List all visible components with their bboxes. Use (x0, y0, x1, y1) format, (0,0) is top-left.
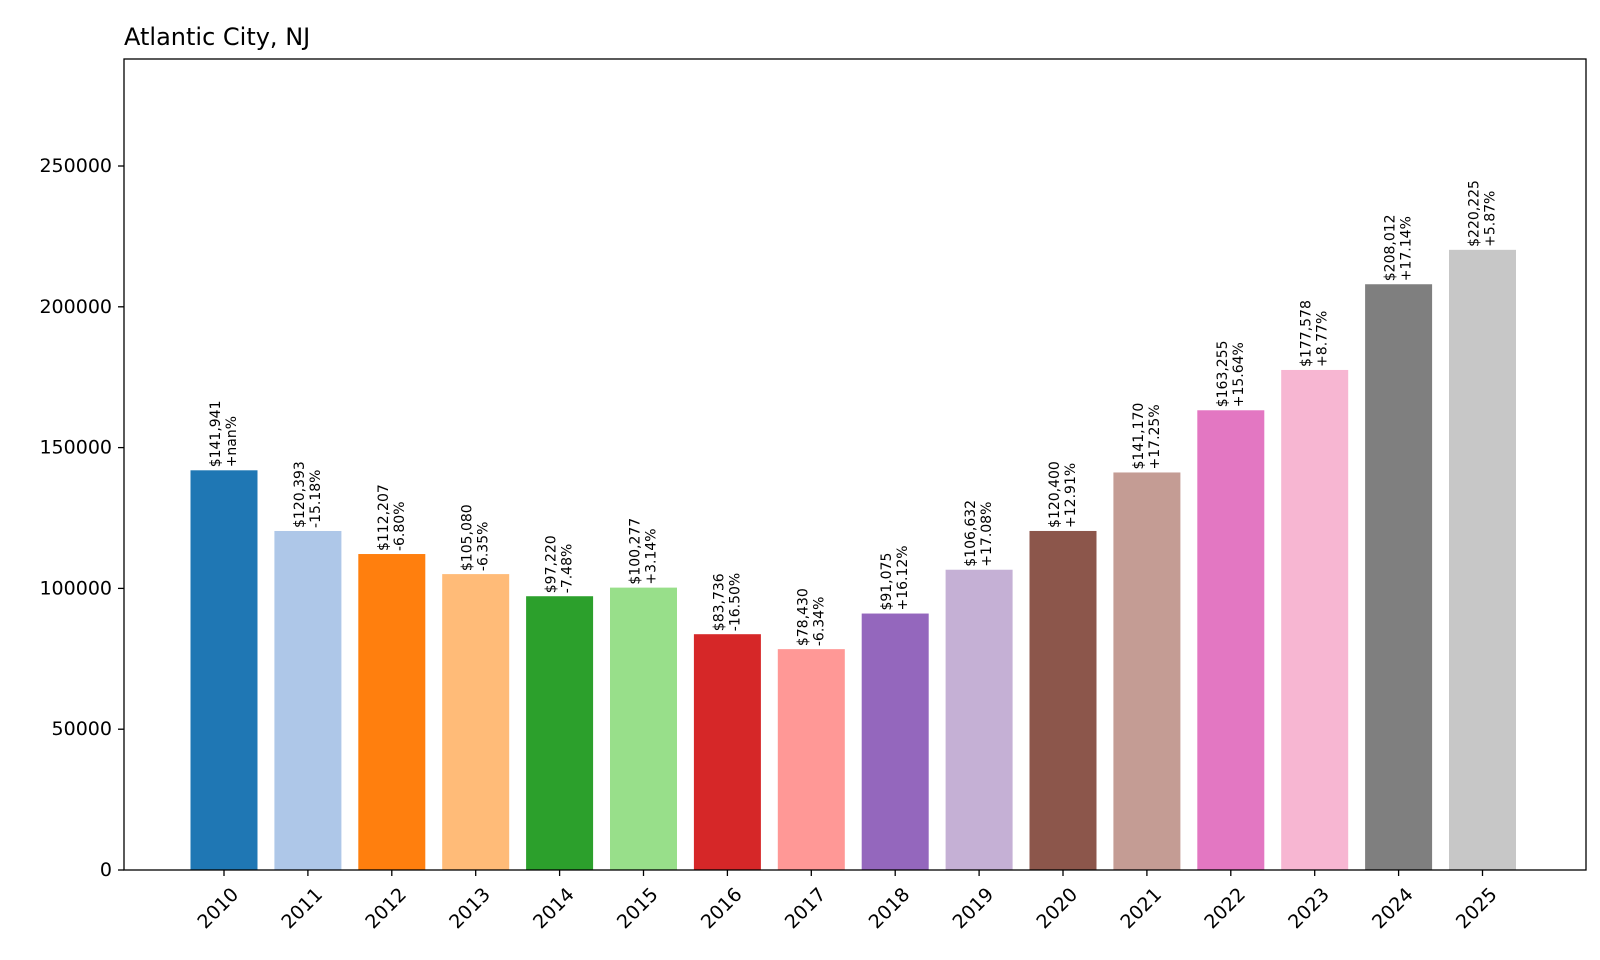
y-tick-label: 250000 (39, 155, 112, 177)
x-tick-label: 2010 (193, 884, 243, 934)
bar-2020 (1029, 530, 1097, 870)
bar-change-label: -15.18% (308, 470, 324, 528)
y-tick-label: 100000 (39, 577, 112, 599)
bar-2024 (1365, 284, 1433, 870)
x-tick-label: 2024 (1368, 884, 1418, 934)
x-axis: 2010 2011 2012 2013 2014 2015 2016 2017 2018 2019… (193, 870, 1502, 934)
bar-change-label: +17.14% (1399, 216, 1415, 281)
bar-change-label: -6.35% (476, 522, 492, 572)
bar-change-label: -6.80% (392, 501, 408, 551)
bar-labels-layer: $141,941 +nan% $120,393 -15.18% $112,207 -6.8… (208, 180, 1499, 646)
x-tick-label: 2014 (529, 884, 579, 934)
bar-value-label: $141,941 (208, 400, 224, 467)
x-tick-label: 2013 (445, 884, 495, 934)
bar-2023 (1281, 369, 1349, 870)
bar-2012 (358, 554, 426, 870)
bar-value-label: $120,400 (1047, 461, 1063, 528)
y-axis: 0 50000 100000 150000 200000 250000 (39, 155, 124, 881)
bar-value-label: $112,207 (376, 484, 392, 551)
bar-2018 (861, 613, 929, 870)
bar-change-label: -7.48% (560, 544, 576, 594)
bar-2017 (777, 649, 845, 870)
bar-2010 (190, 470, 258, 870)
bar-value-label: $141,170 (1131, 403, 1147, 470)
x-tick-label: 2020 (1032, 884, 1082, 934)
bar-value-label: $120,393 (292, 461, 308, 528)
x-tick-label: 2016 (697, 884, 747, 934)
bar-value-label: $106,632 (963, 500, 979, 567)
bar-change-label: +8.77% (1315, 311, 1331, 367)
x-tick-label: 2025 (1452, 884, 1502, 934)
y-tick-label: 200000 (39, 296, 112, 318)
x-tick-label: 2023 (1284, 884, 1334, 934)
bar-change-label: +3.14% (644, 528, 660, 584)
bar-value-label: $91,075 (879, 553, 895, 611)
bar-2019 (945, 569, 1013, 870)
bar-value-label: $163,255 (1215, 340, 1231, 407)
chart-title: Atlantic City, NJ (124, 23, 310, 51)
bar-change-label: +17.25% (1147, 404, 1163, 469)
plot-area-frame (123, 58, 1587, 871)
bar-value-label: $83,736 (711, 573, 727, 631)
bar-change-label: +17.08% (979, 502, 995, 567)
bar-change-label: +12.91% (1063, 463, 1079, 528)
bar-value-label: $177,578 (1299, 300, 1315, 367)
bar-2014 (526, 596, 594, 870)
x-tick-label: 2012 (361, 884, 411, 934)
bar-change-label: -6.34% (811, 597, 827, 647)
bar-change-label: +16.12% (895, 545, 911, 610)
x-tick-label: 2017 (781, 884, 831, 934)
bars-layer (190, 249, 1516, 871)
bar-value-label: $220,225 (1467, 180, 1483, 247)
bar-value-label: $97,220 (544, 535, 560, 593)
bar-change-label: +15.64% (1231, 342, 1247, 407)
bar-change-label: +nan% (224, 416, 240, 467)
bar-2015 (610, 587, 677, 870)
y-tick-label: 50000 (52, 718, 112, 740)
bar-2011 (274, 530, 342, 870)
bar-2022 (1197, 410, 1265, 870)
x-tick-label: 2022 (1200, 884, 1250, 934)
y-tick-label: 150000 (39, 437, 112, 459)
x-tick-label: 2015 (613, 884, 663, 934)
x-tick-label: 2018 (865, 884, 915, 934)
bar-change-label: +5.87% (1483, 191, 1499, 247)
bar-2025 (1449, 249, 1516, 871)
x-tick-label: 2019 (948, 884, 998, 934)
bar-2016 (693, 634, 761, 870)
bar-value-label: $100,277 (628, 518, 644, 585)
x-tick-label: 2011 (277, 884, 327, 934)
y-tick-label: 0 (100, 859, 112, 881)
bar-2021 (1113, 472, 1181, 870)
bar-value-label: $208,012 (1383, 214, 1399, 281)
bar-2013 (442, 574, 510, 870)
bar-value-label: $78,430 (795, 588, 811, 646)
bar-change-label: -16.50% (727, 573, 743, 631)
x-tick-label: 2021 (1116, 884, 1166, 934)
bar-value-label: $105,080 (460, 504, 476, 571)
